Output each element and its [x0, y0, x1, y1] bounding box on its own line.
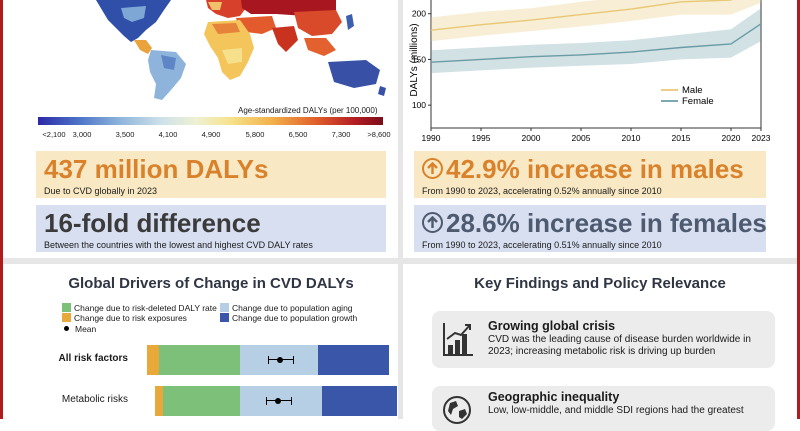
vertical-divider [398, 0, 403, 419]
y-axis-label: DALYs (millions) [409, 23, 420, 96]
x-tick-label: 2015 [672, 133, 691, 143]
legend-mean: Mean [64, 324, 96, 334]
stat-box-female-increase: 28.6% increase in females From 1990 to 2… [414, 205, 767, 252]
stat-headline: 437 million DALYs [44, 154, 269, 184]
legend-label: Change due to population aging [232, 303, 353, 313]
legend-item: Change due to risk-deleted DALY rate [62, 303, 217, 313]
stat-headline-row: 28.6% increase in females [422, 209, 767, 237]
legend-item: Change due to risk exposures [62, 313, 187, 323]
stat-detail: Between the countries with the lowest an… [44, 240, 313, 250]
map-color-scale [38, 117, 383, 125]
x-tick-label: 2010 [622, 133, 641, 143]
poster-frame [0, 0, 800, 419]
map-tick: 4,900 [201, 130, 221, 139]
finding-card-geographic-inequality: Geographic inequality Low, low-middle, a… [432, 386, 775, 431]
mean-point [277, 357, 284, 363]
stat-headline: 42.9% increase in males [446, 154, 744, 184]
stat-box-fold-difference: 16-fold difference Between the countries… [36, 205, 386, 252]
legend-label: Female [682, 96, 714, 107]
arrow-up-circle-icon [422, 211, 443, 233]
stat-detail: From 1990 to 2023, accelerating 0.51% an… [422, 240, 662, 250]
legend-label: Change due to risk-deleted DALY rate [74, 303, 217, 313]
legend-swatch [62, 303, 71, 313]
map-tick: 4,100 [158, 130, 178, 139]
x-tick-label: 1995 [472, 133, 491, 143]
legend-swatch [220, 313, 229, 323]
legend-label: Male [682, 85, 703, 96]
map-south-asia [272, 26, 298, 52]
series-line [430, 0, 733, 31]
mean-point [275, 398, 282, 404]
driver-bar-segment [322, 386, 397, 416]
map-tick: 3,500 [115, 130, 135, 139]
map-south-america [148, 50, 186, 100]
series-line [430, 23, 762, 63]
y-tick-label: 200 [412, 9, 426, 19]
stat-headline: 16-fold difference [44, 208, 261, 238]
finding-card-growing-crisis: Growing global crisis CVD was the leadin… [432, 311, 775, 368]
daly-trend-line-chart: 100 150 200 1990 1995 2000 2005 2010 2015 2020 202… [409, 0, 771, 143]
category-label: All risk factors [58, 353, 128, 364]
map-legend-title: Age-standardized DALYs (per 100,000) [238, 106, 378, 115]
map-tick: 7,300 [331, 130, 351, 139]
stat-box-male-increase: 42.9% increase in males From 1990 to 202… [414, 151, 766, 198]
x-tick-label: 1990 [422, 133, 441, 143]
plot-area: 100 150 200 1990 1995 2000 2005 2010 2015 2020 202… [409, 0, 771, 143]
y-tick-label: 100 [412, 100, 426, 110]
driver-bar-segment [147, 345, 160, 375]
legend-swatch [62, 313, 71, 323]
x-tick-label: 2005 [572, 133, 591, 143]
legend-item: Change due to population aging [220, 303, 353, 313]
arrow-up-circle-icon [422, 157, 443, 179]
stat-box-total-dalys: 437 million DALYs Due to CVD globally in… [36, 151, 386, 198]
globe-icon [443, 396, 471, 424]
finding-text: Low, low-middle, and middle SDI regions … [488, 405, 744, 416]
map-tick: 5,800 [245, 130, 265, 139]
map-central-america [134, 40, 152, 54]
map-australia [328, 60, 380, 88]
mean-dot-icon [64, 326, 69, 331]
stat-headline: 28.6% increase in females [446, 208, 767, 238]
stat-headline-row: 42.9% increase in males [422, 155, 758, 183]
drivers-section-title: Global Drivers of Change in CVD DALYs [68, 275, 354, 292]
driver-bar-segment [163, 386, 240, 416]
bar-chart-growth-icon [443, 323, 473, 356]
map-tick: 3,000 [72, 130, 92, 139]
map-legend-ticks: <2,100 3,000 3,500 4,100 4,900 5,800 6,5… [22, 130, 397, 140]
driver-bar-segment [239, 386, 323, 416]
x-tick-label: 2023 [752, 133, 771, 143]
map-east-asia [294, 10, 342, 36]
map-tick: <2,100 [42, 130, 66, 139]
y-tick-label: 150 [412, 54, 426, 64]
legend-label: Change due to population growth [232, 313, 358, 323]
driver-bar-segment [159, 345, 240, 375]
x-tick-label: 2020 [722, 133, 741, 143]
driver-bar-segment [318, 345, 389, 375]
x-tick-label: 2000 [522, 133, 541, 143]
findings-section-title: Key Findings and Policy Relevance [474, 275, 726, 292]
map-tick: >8,600 [367, 130, 391, 139]
legend-label: Change due to risk exposures [74, 313, 187, 323]
finding-text: CVD was the leading cause of disease bur… [488, 334, 751, 357]
finding-title: Geographic inequality [488, 390, 620, 404]
legend-swatch [220, 303, 229, 313]
finding-title: Growing global crisis [488, 319, 616, 333]
stat-detail: From 1990 to 2023, accelerating 0.52% an… [422, 186, 662, 196]
uncertainty-band [431, 0, 761, 42]
stat-detail: Due to CVD globally in 2023 [44, 186, 158, 196]
uncertainty-band [431, 8, 761, 74]
driver-bar-segment [155, 386, 164, 416]
category-label: Metabolic risks [61, 394, 128, 405]
legend-item: Change due to population growth [220, 313, 357, 323]
map-tick: 6,500 [288, 130, 308, 139]
world-map [36, 0, 386, 100]
legend-label: Mean [75, 324, 97, 334]
